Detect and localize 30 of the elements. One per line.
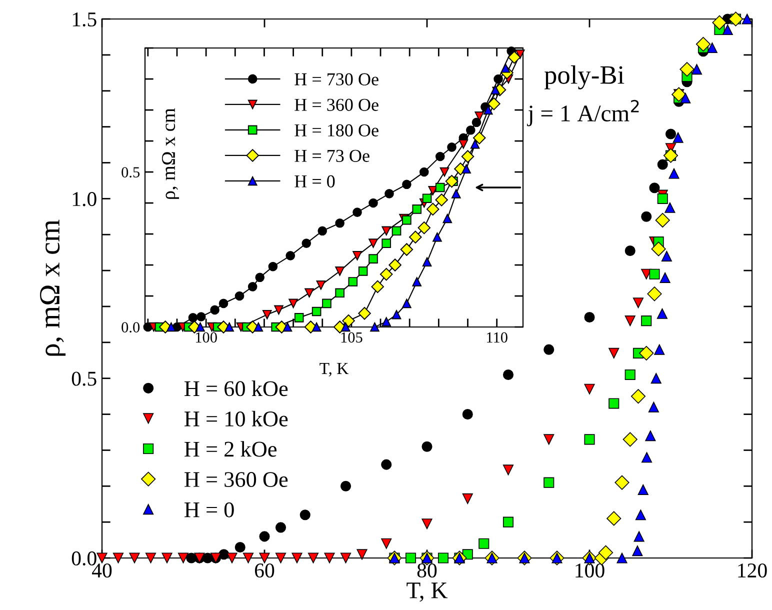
x-tick-label: 100	[196, 332, 217, 343]
x-tick-label: 100	[576, 563, 604, 578]
x-axis-title: T, K	[406, 582, 448, 602]
legend-label: H = 360 Oe	[294, 98, 378, 111]
y-tick-label: 1.5	[72, 12, 96, 27]
annotation: poly-Bi	[544, 65, 624, 90]
legend-label: H = 0	[294, 175, 335, 188]
legend-label: H = 180 Oe	[294, 124, 378, 136]
legend-label: H = 360 Oe	[184, 472, 288, 488]
y-tick-label: 0.5	[122, 167, 140, 178]
x-tick-label: 105	[341, 332, 362, 343]
y-tick-label: 0.0	[72, 551, 96, 566]
x-tick-label: 60	[254, 563, 274, 578]
legend-label: H = 0	[184, 502, 234, 518]
legend-label: H = 60 kOe	[184, 380, 288, 396]
x-tick-label: 40	[92, 563, 112, 578]
y-tick-label: 1.0	[72, 192, 96, 206]
y-axis-title: ρ, mΩ x cm	[40, 220, 66, 356]
legend-label: H = 10 kOe	[184, 410, 288, 426]
x-tick-label: 110	[487, 332, 508, 343]
legend-label: H = 2 kOe	[184, 441, 276, 457]
y-tick-label: 0.0	[122, 322, 140, 333]
legend-label: H = 73 Oe	[294, 150, 370, 162]
x-axis-title: T, K	[320, 363, 348, 377]
annotation: j = 1 A/cm$^{2}$	[527, 100, 639, 126]
x-tick-label: 80	[417, 563, 437, 578]
x-tick-label: 120	[738, 563, 767, 578]
legend-label: H = 730 Oe	[294, 73, 378, 86]
y-tick-label: 0.5	[72, 372, 96, 386]
y-axis-title: ρ, mΩ x cm	[162, 108, 180, 199]
